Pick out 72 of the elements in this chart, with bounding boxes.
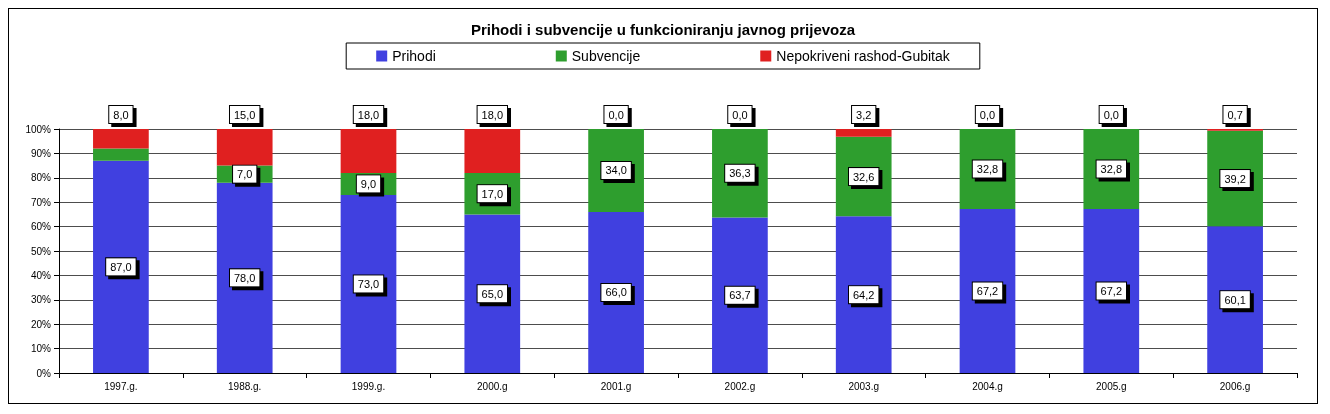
bar xyxy=(959,209,1016,373)
legend-label: Prihodi xyxy=(392,48,436,64)
bar xyxy=(216,182,273,373)
x-tick-label: 2001.g xyxy=(600,380,632,392)
y-tick-label: 90% xyxy=(30,147,52,159)
data-label: 39,2 xyxy=(1224,172,1246,185)
data-label: 18,0 xyxy=(481,108,504,121)
bar xyxy=(835,216,892,373)
y-tick-label: 60% xyxy=(30,221,52,233)
data-label: 9,0 xyxy=(360,177,377,190)
bar xyxy=(93,160,149,373)
data-label: 60,1 xyxy=(1224,293,1246,306)
data-label: 32,8 xyxy=(976,163,999,176)
y-tick-label: 30% xyxy=(30,294,52,306)
data-label: 67,2 xyxy=(1100,285,1123,298)
data-label: 0,7 xyxy=(1227,108,1243,121)
y-tick-label: 20% xyxy=(30,318,52,330)
data-label: 0,0 xyxy=(1103,108,1119,121)
bar xyxy=(712,129,768,218)
y-tick-label: 70% xyxy=(30,196,52,208)
data-label: 66,0 xyxy=(605,286,627,299)
data-label: 34,0 xyxy=(605,164,627,177)
data-label: 64,2 xyxy=(852,288,875,301)
legend-label: Nepokriveni rashod-Gubitak xyxy=(776,48,951,64)
data-label: 18,0 xyxy=(357,108,380,121)
bar xyxy=(1207,130,1263,227)
y-tick-label: 50% xyxy=(30,245,52,257)
data-label: 36,3 xyxy=(729,167,751,180)
data-label: 87,0 xyxy=(110,260,132,273)
bar xyxy=(835,129,892,137)
bar xyxy=(340,194,397,373)
data-label: 63,7 xyxy=(729,289,751,302)
data-label: 3,2 xyxy=(856,108,872,121)
x-tick-label: 2003.g xyxy=(848,380,879,392)
bar xyxy=(93,148,149,161)
x-tick-label: 2002.g xyxy=(724,380,756,392)
y-tick-label: 40% xyxy=(30,269,52,281)
data-label: 32,6 xyxy=(852,170,875,183)
data-label: 67,2 xyxy=(976,285,999,298)
x-tick-label: 1988.g. xyxy=(228,380,262,392)
chart-title: Prihodi i subvencije u funkcioniranju javnog prijevoza xyxy=(470,21,856,38)
data-label: 73,0 xyxy=(357,277,380,290)
data-label: 7,0 xyxy=(237,168,253,181)
x-tick-label: 2006.g xyxy=(1219,380,1251,392)
y-tick-label: 0% xyxy=(36,367,52,379)
bar xyxy=(216,129,273,166)
data-label: 0,0 xyxy=(979,108,996,121)
x-tick-label: 2000.g xyxy=(477,380,508,392)
data-label: 65,0 xyxy=(481,287,504,300)
data-label: 0,0 xyxy=(608,108,624,121)
y-tick-label: 80% xyxy=(30,172,52,184)
y-tick-label: 100% xyxy=(25,123,52,135)
data-label: 15,0 xyxy=(233,108,256,121)
x-tick-label: 2004.g xyxy=(972,380,1003,392)
data-label: 8,0 xyxy=(113,108,129,121)
bar xyxy=(1083,209,1140,373)
bar xyxy=(464,214,521,373)
bar xyxy=(1207,226,1263,373)
x-tick-label: 1999.g. xyxy=(351,380,386,392)
legend-label: Subvencije xyxy=(571,48,641,64)
bar xyxy=(712,217,768,373)
data-label: 0,0 xyxy=(732,108,748,121)
bar xyxy=(340,129,397,173)
data-label: 78,0 xyxy=(233,271,256,284)
x-tick-label: 2005.g xyxy=(1096,380,1127,392)
data-label: 17,0 xyxy=(481,187,504,200)
y-tick-label: 10% xyxy=(30,343,52,355)
data-label: 32,8 xyxy=(1100,163,1123,176)
x-tick-label: 1997.g. xyxy=(104,380,138,392)
bar xyxy=(93,129,149,149)
bar xyxy=(464,129,521,173)
bar xyxy=(588,211,644,373)
